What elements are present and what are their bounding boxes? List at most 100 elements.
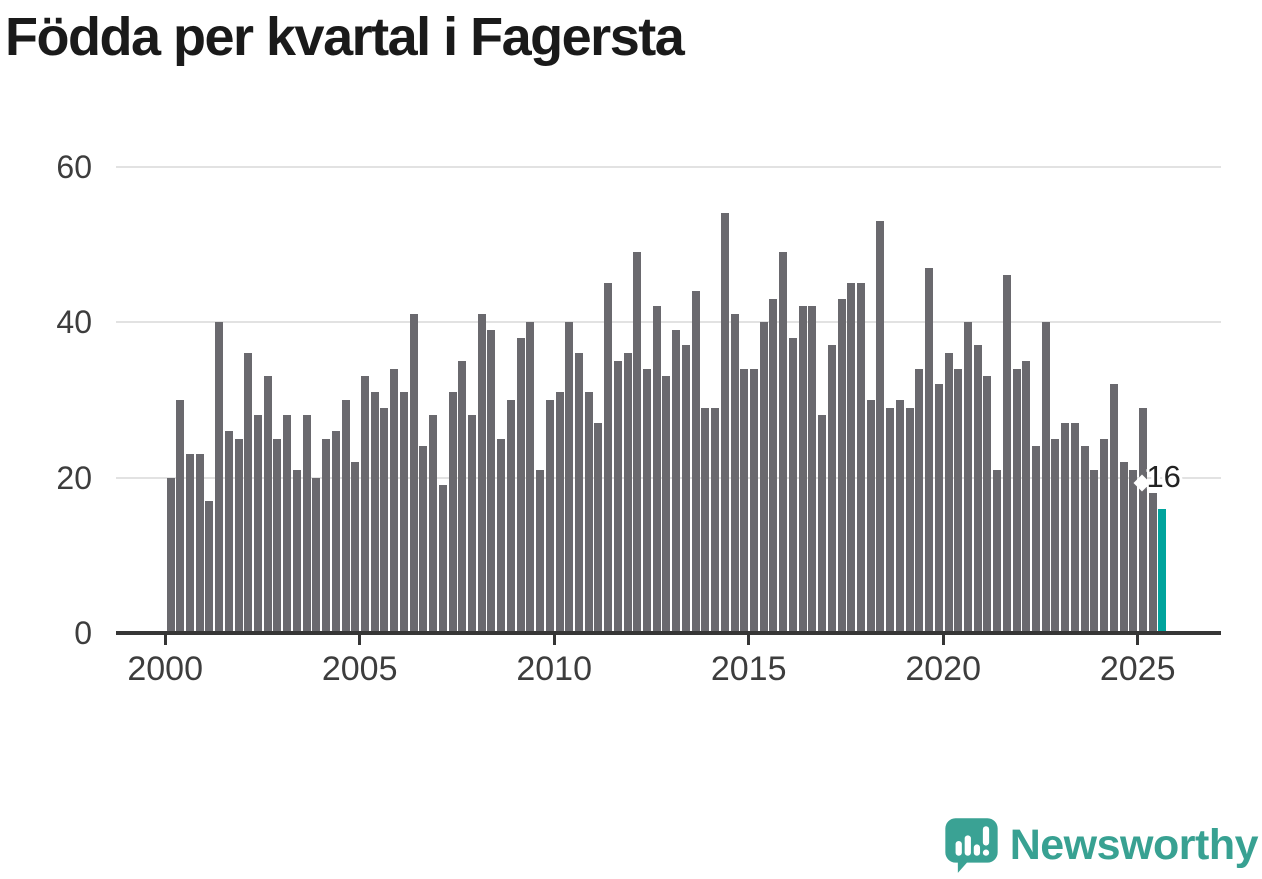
brand-name: Newsworthy xyxy=(1009,821,1259,869)
bar xyxy=(740,368,749,633)
bar xyxy=(419,446,428,633)
bar xyxy=(818,415,827,633)
bar xyxy=(662,376,671,633)
bar xyxy=(526,322,535,633)
bar xyxy=(390,368,399,633)
bar xyxy=(827,345,836,633)
bar xyxy=(934,384,943,633)
bar xyxy=(973,345,982,633)
bar xyxy=(195,454,204,633)
bar xyxy=(351,461,360,633)
bar xyxy=(497,438,506,633)
y-axis-tick-label: 20 xyxy=(56,459,92,496)
bar xyxy=(1002,275,1011,633)
bar xyxy=(322,438,331,633)
bar xyxy=(788,337,797,633)
bar xyxy=(759,322,768,633)
bar xyxy=(487,329,496,633)
bar xyxy=(448,391,457,633)
bar xyxy=(691,290,700,633)
bar xyxy=(720,213,729,633)
x-axis-tick-label: 2015 xyxy=(710,650,787,688)
bar xyxy=(944,353,953,633)
bar xyxy=(895,399,904,633)
newsworthy-logo-icon xyxy=(943,816,1000,874)
bar xyxy=(263,376,272,633)
bar xyxy=(176,399,185,633)
x-axis-tick-2015 xyxy=(747,634,751,645)
bar xyxy=(711,407,720,633)
bar xyxy=(837,298,846,633)
bar xyxy=(1100,438,1109,633)
bar xyxy=(915,368,924,633)
bar xyxy=(1051,438,1060,633)
bar xyxy=(565,322,574,633)
bar xyxy=(779,252,788,633)
bar xyxy=(594,423,603,633)
x-axis-tick-label: 2000 xyxy=(127,650,203,688)
x-axis-tick-2005 xyxy=(358,634,362,645)
brand-logo: Newsworthy xyxy=(943,816,1259,874)
x-axis-tick-2000 xyxy=(163,634,167,645)
bar xyxy=(876,220,885,633)
bar xyxy=(244,353,253,633)
bar xyxy=(477,314,486,633)
bar xyxy=(1119,461,1128,633)
bar xyxy=(506,399,515,633)
bar xyxy=(672,329,681,633)
bar xyxy=(613,360,622,633)
bar xyxy=(273,438,282,633)
bar xyxy=(409,314,418,633)
x-axis-tick-2020 xyxy=(941,634,945,645)
bar xyxy=(1148,493,1157,633)
bar xyxy=(623,353,632,633)
bar xyxy=(604,283,613,633)
bar xyxy=(1139,407,1147,633)
x-axis-tick-label: 2020 xyxy=(905,650,981,688)
bar xyxy=(399,391,408,633)
bar xyxy=(166,477,175,633)
bar xyxy=(292,469,301,633)
bar xyxy=(574,353,583,633)
bar xyxy=(925,267,934,633)
bar xyxy=(701,407,710,633)
bar xyxy=(341,399,350,633)
bar xyxy=(1022,360,1031,633)
y-axis-tick-label: 60 xyxy=(56,148,92,185)
bar xyxy=(1012,368,1021,633)
bar xyxy=(545,399,554,633)
bar xyxy=(1080,446,1089,633)
bar xyxy=(769,298,778,633)
x-axis-tick-2010 xyxy=(552,634,556,645)
bar xyxy=(429,415,438,633)
bar xyxy=(438,485,447,633)
bar xyxy=(467,415,476,633)
bar xyxy=(681,345,690,633)
bar xyxy=(254,415,263,633)
chart-title: Födda per kvartal i Fagersta xyxy=(5,7,685,67)
bar xyxy=(370,391,379,633)
bar xyxy=(1061,423,1070,633)
x-axis-tick-2025 xyxy=(1136,634,1140,645)
bar xyxy=(1041,322,1050,633)
bar xyxy=(536,469,545,633)
x-axis-line xyxy=(116,631,1221,635)
bar xyxy=(205,500,214,633)
bar xyxy=(993,469,1002,633)
bar xyxy=(983,376,992,633)
bar xyxy=(1090,469,1099,633)
bar xyxy=(234,438,243,633)
bar xyxy=(750,368,758,633)
bar xyxy=(798,306,807,633)
bar xyxy=(283,415,292,633)
bar xyxy=(808,306,817,633)
x-axis-tick-label: 2025 xyxy=(1099,650,1176,688)
bar xyxy=(652,306,661,633)
gridline-y-60 xyxy=(116,165,1221,168)
bar xyxy=(215,322,224,633)
bar xyxy=(361,376,369,633)
x-axis-tick-label: 2010 xyxy=(516,650,592,688)
bar xyxy=(380,407,389,633)
bar xyxy=(633,252,642,633)
